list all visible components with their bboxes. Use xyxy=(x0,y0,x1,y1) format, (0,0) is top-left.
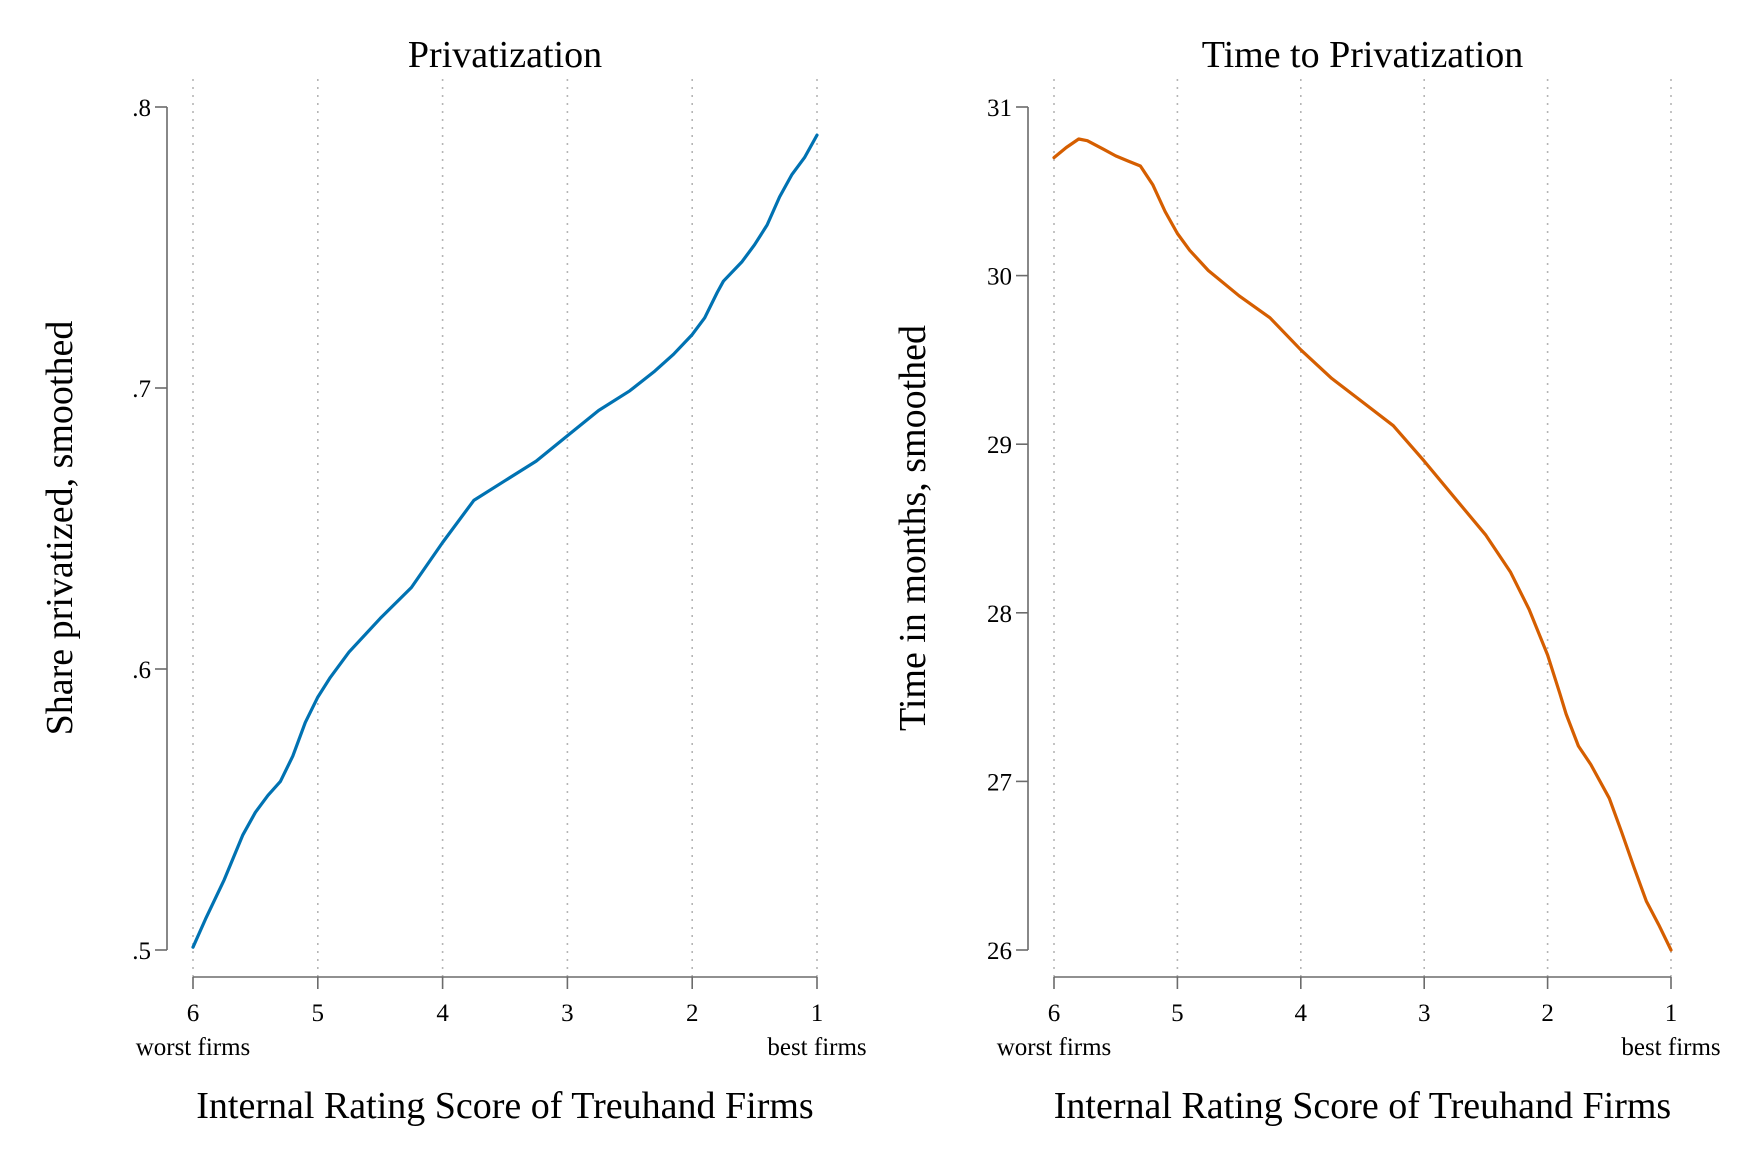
time-y-tick-label-0: 26 xyxy=(987,938,1012,965)
privatization-y-tick-label-1: .6 xyxy=(132,657,151,684)
privatization-x-tick-label-0: 6 xyxy=(187,1000,200,1027)
privatization-series-line xyxy=(191,133,819,949)
privatization-best-firms-label: best firms xyxy=(767,1034,866,1061)
privatization-x-tick-label-4: 2 xyxy=(686,1000,699,1027)
time-series-line xyxy=(1052,137,1673,952)
privatization-y-tick-label-0: .5 xyxy=(132,938,151,965)
time-x-tick-label-2: 4 xyxy=(1295,1000,1308,1027)
privatization-x-tick-label-1: 5 xyxy=(312,1000,325,1027)
time-y-tick-label-4: 30 xyxy=(987,264,1012,291)
time-x-tick-label-1: 5 xyxy=(1171,1000,1184,1027)
privatization-y-axis-title: Share privatized, smoothed xyxy=(39,321,81,736)
time-y-tick-label-2: 28 xyxy=(987,601,1012,628)
privatization-worst-firms-label: worst firms xyxy=(136,1034,251,1061)
time-y-tick-label-3: 29 xyxy=(987,432,1012,459)
time-x-tick-label-5: 1 xyxy=(1665,1000,1678,1027)
privatization-y-tick-label-2: .7 xyxy=(132,376,151,403)
privatization-panel: Privatization Share privatized, smoothed… xyxy=(39,34,867,1127)
privatization-x-tick-label-5: 1 xyxy=(811,1000,824,1027)
time-best-firms-label: best firms xyxy=(1621,1034,1720,1061)
time-worst-firms-label: worst firms xyxy=(997,1034,1112,1061)
time-x-tick-label-0: 6 xyxy=(1048,1000,1061,1027)
time-x-tick-label-3: 3 xyxy=(1418,1000,1431,1027)
privatization-x-tick-label-3: 3 xyxy=(561,1000,574,1027)
time-y-axis-title: Time in months, smoothed xyxy=(892,325,934,731)
time-y-tick-label-1: 27 xyxy=(987,769,1012,796)
time-x-axis-title: Internal Rating Score of Treuhand Firms xyxy=(1054,1085,1671,1127)
privatization-x-tick-label-2: 4 xyxy=(436,1000,449,1027)
privatization-chart-title: Privatization xyxy=(408,34,602,76)
time-x-tick-label-4: 2 xyxy=(1541,1000,1554,1027)
privatization-y-tick-label-3: .8 xyxy=(132,95,151,122)
time-to-privatization-panel: Time to Privatization Time in months, sm… xyxy=(892,34,1721,1127)
time-chart-title: Time to Privatization xyxy=(1202,34,1524,76)
time-y-tick-label-5: 31 xyxy=(987,95,1012,122)
privatization-x-axis-title: Internal Rating Score of Treuhand Firms xyxy=(196,1085,813,1127)
